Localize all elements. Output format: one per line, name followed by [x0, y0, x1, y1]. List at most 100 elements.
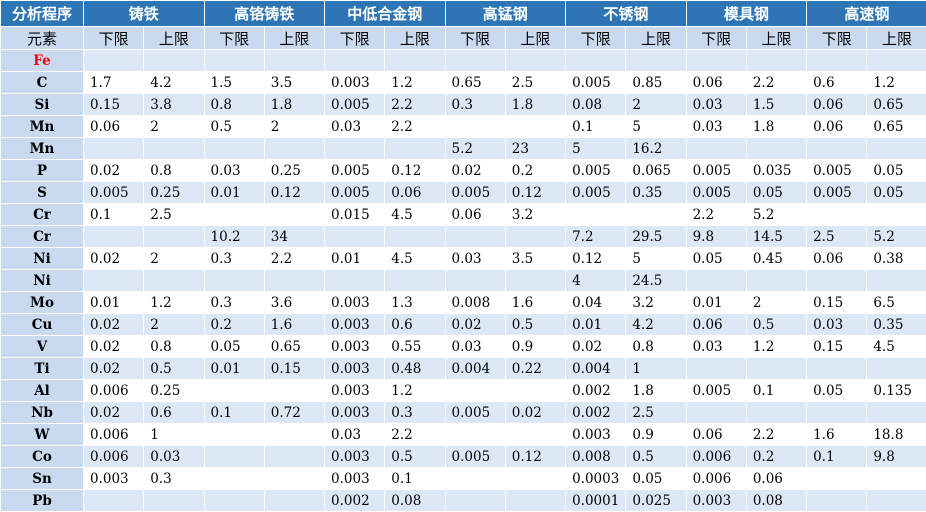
header-group: 高锰钢: [445, 1, 566, 27]
lower-limit-cell: 0.08: [566, 94, 626, 116]
upper-limit-cell: 2.2: [746, 424, 806, 446]
upper-limit-cell: [867, 138, 926, 160]
upper-limit-cell: 2: [144, 248, 204, 270]
lower-limit-cell: 0.01: [84, 292, 144, 314]
upper-limit-cell: 0.2: [505, 160, 565, 182]
upper-limit-cell: [505, 226, 565, 248]
upper-limit-cell: 0.8: [144, 336, 204, 358]
lower-limit-cell: [204, 468, 264, 490]
upper-limit-cell: [867, 50, 926, 72]
upper-limit-cell: 1.6: [505, 292, 565, 314]
upper-limit-cell: 2: [746, 292, 806, 314]
lower-limit-cell: 0.005: [325, 94, 385, 116]
upper-limit-cell: 1.3: [385, 292, 445, 314]
lower-limit-cell: 0.03: [445, 336, 505, 358]
element-label: C: [1, 72, 84, 94]
lower-limit-cell: [807, 490, 867, 512]
lower-limit-cell: 0.02: [445, 160, 505, 182]
upper-limit-cell: 3.8: [144, 94, 204, 116]
element-label: W: [1, 424, 84, 446]
lower-limit-cell: 0.005: [445, 182, 505, 204]
lower-limit-header: 下限: [325, 27, 385, 50]
lower-limit-cell: 0.3: [204, 292, 264, 314]
lower-limit-cell: 0.02: [445, 314, 505, 336]
upper-limit-cell: 1.2: [746, 336, 806, 358]
upper-limit-cell: 2: [144, 116, 204, 138]
upper-limit-cell: 2.5: [626, 402, 686, 424]
upper-limit-cell: 0.05: [626, 468, 686, 490]
lower-limit-cell: 0.06: [686, 72, 746, 94]
upper-limit-header: 上限: [867, 27, 926, 50]
subheader-row: 元素 下限 上限 下限 上限 下限 上限 下限 上限 下限 上限 下限 上限 下…: [1, 27, 926, 50]
upper-limit-header: 上限: [385, 27, 445, 50]
lower-limit-cell: 1.7: [84, 72, 144, 94]
lower-limit-cell: [204, 50, 264, 72]
upper-limit-cell: 0.05: [867, 182, 926, 204]
upper-limit-cell: [385, 138, 445, 160]
element-label: Pb: [1, 490, 84, 512]
upper-limit-cell: [746, 138, 806, 160]
upper-limit-cell: 0.135: [867, 380, 926, 402]
upper-limit-cell: [867, 402, 926, 424]
upper-limit-cell: [867, 270, 926, 292]
upper-limit-cell: 1: [626, 358, 686, 380]
header-group: 中低合金钢: [325, 1, 446, 27]
lower-limit-cell: 0.006: [686, 468, 746, 490]
element-label: Ti: [1, 358, 84, 380]
upper-limit-cell: 5.2: [746, 204, 806, 226]
lower-limit-cell: [807, 50, 867, 72]
lower-limit-cell: 0.03: [807, 314, 867, 336]
lower-limit-cell: 0.015: [325, 204, 385, 226]
lower-limit-cell: 0.02: [84, 336, 144, 358]
upper-limit-cell: [385, 50, 445, 72]
lower-limit-header: 下限: [686, 27, 746, 50]
lower-limit-cell: 0.3: [204, 248, 264, 270]
upper-limit-cell: 1: [144, 424, 204, 446]
upper-limit-header: 上限: [746, 27, 806, 50]
lower-limit-cell: [445, 270, 505, 292]
lower-limit-cell: [84, 270, 144, 292]
lower-limit-cell: [84, 226, 144, 248]
upper-limit-cell: [505, 270, 565, 292]
lower-limit-cell: 0.02: [84, 160, 144, 182]
lower-limit-cell: 0.05: [686, 248, 746, 270]
lower-limit-cell: 0.008: [445, 292, 505, 314]
upper-limit-cell: 2.2: [385, 94, 445, 116]
upper-limit-cell: 3.5: [505, 248, 565, 270]
upper-limit-cell: 0.08: [746, 490, 806, 512]
lower-limit-cell: 0.05: [204, 336, 264, 358]
upper-limit-cell: 0.3: [144, 468, 204, 490]
upper-limit-header: 上限: [264, 27, 324, 50]
lower-limit-cell: [204, 446, 264, 468]
subheader-corner: 元素: [1, 27, 84, 50]
upper-limit-cell: 1.2: [385, 72, 445, 94]
upper-limit-cell: [264, 138, 324, 160]
lower-limit-cell: [445, 424, 505, 446]
lower-limit-cell: [204, 424, 264, 446]
lower-limit-cell: 0.003: [325, 336, 385, 358]
lower-limit-cell: 0.1: [807, 446, 867, 468]
header-group: 高铬铸铁: [204, 1, 325, 27]
lower-limit-cell: 0.15: [84, 94, 144, 116]
lower-limit-cell: [325, 50, 385, 72]
lower-limit-cell: 0.006: [686, 446, 746, 468]
upper-limit-cell: [505, 380, 565, 402]
upper-limit-cell: [264, 490, 324, 512]
lower-limit-cell: 0.6: [807, 72, 867, 94]
upper-limit-cell: 0.65: [264, 336, 324, 358]
upper-limit-cell: 0.35: [626, 182, 686, 204]
upper-limit-cell: 4.2: [144, 72, 204, 94]
upper-limit-cell: 0.5: [385, 446, 445, 468]
lower-limit-cell: 0.003: [325, 292, 385, 314]
upper-limit-cell: 0.1: [746, 380, 806, 402]
lower-limit-cell: 0.03: [204, 160, 264, 182]
lower-limit-cell: [686, 138, 746, 160]
lower-limit-cell: 0.02: [84, 358, 144, 380]
upper-limit-cell: 0.72: [264, 402, 324, 424]
upper-limit-cell: 0.12: [505, 446, 565, 468]
